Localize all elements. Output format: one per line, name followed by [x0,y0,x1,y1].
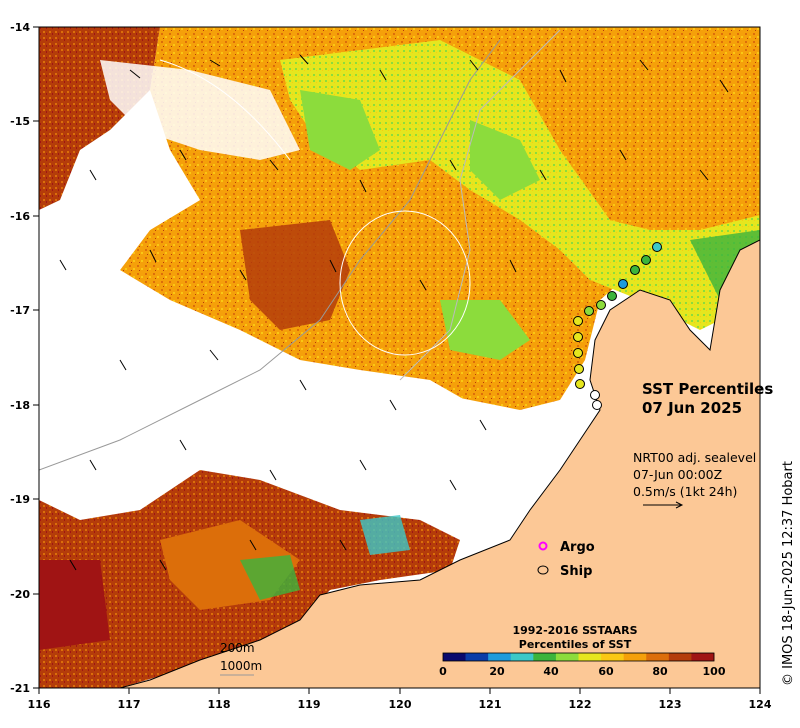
lon-tick-label: 118 [208,698,231,711]
colorbar-title-line2: Percentiles of SST [519,638,632,651]
colorbar-swatch [443,653,466,661]
colorbar-swatch [623,653,647,661]
argo-marker-icon [538,541,548,551]
lon-tick-label: 121 [479,698,502,711]
colorbar-swatches [443,653,715,661]
lon-tick-label: 116 [28,698,51,711]
lat-tick-label: -17 [10,304,30,317]
lon-tick-label: 120 [389,698,412,711]
longitude-axis: 116 117 118 119 120 121 122 123 124 [28,698,772,711]
info-line-time: 07-Jun 00:00Z [633,467,722,482]
colorbar-swatch [646,653,670,661]
colorbar-tick-label: 80 [652,665,668,678]
lon-tick-label: 124 [749,698,772,711]
colorbar-tick-label: 0 [439,665,447,678]
info-line-product: NRT00 adj. sealevel [633,450,756,465]
isobath-label-200m: 200m [220,641,255,655]
colorbar-swatch [668,653,692,661]
lat-tick-label: -15 [10,115,30,128]
isobath-200m [399,29,561,381]
ship-track [573,242,662,410]
ship-marker-icon [537,565,549,575]
lat-tick-label: -19 [10,493,30,506]
eddy-contour [339,210,471,356]
lat-tick-label: -21 [10,682,30,695]
colorbar-tick-label: 100 [703,665,726,678]
lon-tick-label: 122 [569,698,592,711]
colorbar: 1992-2016 SSTAARS Percentiles of SST 0 2… [439,624,726,678]
colorbar-swatch [465,653,489,661]
colorbar-swatch [578,653,602,661]
map-title: SST Percentiles [642,380,773,398]
ship-label: Ship [560,564,592,579]
lon-tick-label: 119 [298,698,321,711]
colorbar-title-line1: 1992-2016 SSTAARS [512,624,637,637]
coastline [119,239,760,688]
lat-tick-label: -14 [10,21,30,34]
colorbar-tick-label: 60 [598,665,614,678]
lat-tick-label: -20 [10,588,30,601]
current-vectors [59,54,729,571]
marker-key: Argo Ship [537,540,595,579]
isobath-label-1000m: 1000m [220,659,262,673]
argo-label: Argo [560,540,595,555]
lat-tick-label: -16 [10,210,30,223]
colorbar-swatch [533,653,557,661]
lon-tick-label: 123 [659,698,682,711]
colorbar-tick-label: 20 [489,665,505,678]
lon-tick-label: 117 [118,698,141,711]
land-mass [120,240,760,688]
latitude-axis: -14 -15 -16 -17 -18 -19 -20 -21 [10,21,30,695]
axis-ticks [33,26,761,694]
colorbar-tick-label: 40 [543,665,559,678]
lat-tick-label: -18 [10,399,30,412]
sst-field [39,27,760,688]
isobath-key: 200m 1000m [220,641,262,676]
scale-arrow-icon [643,501,684,509]
imos-credit: © IMOS 18-Jun-2025 12:37 Hobart [781,461,796,686]
info-line-scale: 0.5m/s (1kt 24h) [633,484,737,499]
colorbar-swatch [488,653,512,661]
colorbar-swatch [691,653,715,661]
colorbar-swatch [601,653,624,661]
colorbar-swatch [510,653,534,661]
map-date: 07 Jun 2025 [642,399,742,417]
colorbar-swatch [555,653,579,661]
